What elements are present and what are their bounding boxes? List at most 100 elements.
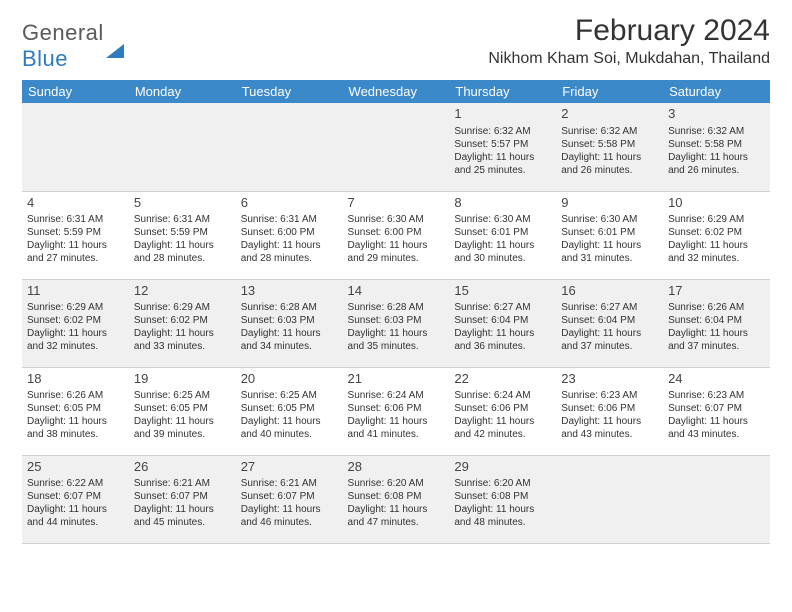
day-number: 23 [561, 371, 658, 388]
day-detail: Sunrise: 6:29 AM [134, 301, 231, 314]
day-detail: Daylight: 11 hours [454, 503, 551, 516]
calendar-cell: 22Sunrise: 6:24 AMSunset: 6:06 PMDayligh… [449, 367, 556, 455]
day-header: Wednesday [343, 80, 450, 103]
day-detail: and 38 minutes. [27, 428, 124, 441]
day-detail: Daylight: 11 hours [241, 239, 338, 252]
day-detail: and 26 minutes. [561, 164, 658, 177]
day-detail: and 42 minutes. [454, 428, 551, 441]
day-detail: and 41 minutes. [348, 428, 445, 441]
day-detail: Sunrise: 6:26 AM [668, 301, 765, 314]
calendar-cell [22, 103, 129, 191]
calendar-cell: 4Sunrise: 6:31 AMSunset: 5:59 PMDaylight… [22, 191, 129, 279]
day-number: 25 [27, 459, 124, 476]
day-detail: Sunset: 6:00 PM [241, 226, 338, 239]
day-detail: Sunset: 6:07 PM [134, 490, 231, 503]
day-detail: and 43 minutes. [561, 428, 658, 441]
day-detail: Daylight: 11 hours [27, 415, 124, 428]
day-detail: and 47 minutes. [348, 516, 445, 529]
day-number: 2 [561, 106, 658, 123]
day-detail: Sunrise: 6:23 AM [561, 389, 658, 402]
day-detail: Sunrise: 6:30 AM [348, 213, 445, 226]
calendar-cell: 17Sunrise: 6:26 AMSunset: 6:04 PMDayligh… [663, 279, 770, 367]
day-detail: and 27 minutes. [27, 252, 124, 265]
day-detail: Sunset: 5:57 PM [454, 138, 551, 151]
day-detail: Daylight: 11 hours [668, 415, 765, 428]
day-detail: Daylight: 11 hours [134, 327, 231, 340]
calendar-cell [556, 455, 663, 543]
header: General Blue February 2024 Nikhom Kham S… [22, 14, 770, 72]
day-detail: Sunset: 6:04 PM [454, 314, 551, 327]
day-header: Saturday [663, 80, 770, 103]
day-detail: Sunrise: 6:25 AM [134, 389, 231, 402]
day-detail: Daylight: 11 hours [454, 151, 551, 164]
day-detail: Daylight: 11 hours [668, 239, 765, 252]
day-detail: Daylight: 11 hours [668, 327, 765, 340]
day-detail: Sunrise: 6:28 AM [348, 301, 445, 314]
calendar-cell: 9Sunrise: 6:30 AMSunset: 6:01 PMDaylight… [556, 191, 663, 279]
calendar-week: 1Sunrise: 6:32 AMSunset: 5:57 PMDaylight… [22, 103, 770, 191]
day-detail: and 40 minutes. [241, 428, 338, 441]
calendar-week: 11Sunrise: 6:29 AMSunset: 6:02 PMDayligh… [22, 279, 770, 367]
day-number: 14 [348, 283, 445, 300]
day-detail: Daylight: 11 hours [27, 327, 124, 340]
day-number: 18 [27, 371, 124, 388]
logo-text-bottom: Blue [22, 46, 68, 71]
day-detail: and 25 minutes. [454, 164, 551, 177]
day-number: 10 [668, 195, 765, 212]
day-detail: Sunset: 6:08 PM [454, 490, 551, 503]
day-detail: Sunset: 6:00 PM [348, 226, 445, 239]
calendar-cell: 12Sunrise: 6:29 AMSunset: 6:02 PMDayligh… [129, 279, 236, 367]
day-detail: and 26 minutes. [668, 164, 765, 177]
day-detail: Sunset: 6:01 PM [561, 226, 658, 239]
day-detail: Sunrise: 6:24 AM [454, 389, 551, 402]
day-detail: Sunrise: 6:27 AM [454, 301, 551, 314]
day-detail: Sunrise: 6:32 AM [454, 125, 551, 138]
day-detail: Sunset: 6:06 PM [348, 402, 445, 415]
day-header: Sunday [22, 80, 129, 103]
day-number: 13 [241, 283, 338, 300]
calendar-cell: 29Sunrise: 6:20 AMSunset: 6:08 PMDayligh… [449, 455, 556, 543]
day-detail: Sunset: 6:02 PM [27, 314, 124, 327]
day-number: 9 [561, 195, 658, 212]
calendar-cell: 7Sunrise: 6:30 AMSunset: 6:00 PMDaylight… [343, 191, 450, 279]
day-detail: Sunset: 5:59 PM [27, 226, 124, 239]
day-detail: Sunset: 6:05 PM [241, 402, 338, 415]
day-detail: Sunrise: 6:32 AM [668, 125, 765, 138]
day-detail: and 31 minutes. [561, 252, 658, 265]
day-detail: Sunrise: 6:20 AM [454, 477, 551, 490]
day-header: Monday [129, 80, 236, 103]
calendar-cell: 10Sunrise: 6:29 AMSunset: 6:02 PMDayligh… [663, 191, 770, 279]
day-number: 1 [454, 106, 551, 123]
location: Nikhom Kham Soi, Mukdahan, Thailand [488, 50, 770, 68]
day-detail: Sunrise: 6:27 AM [561, 301, 658, 314]
day-detail: Sunset: 5:59 PM [134, 226, 231, 239]
day-detail: Sunset: 6:07 PM [27, 490, 124, 503]
calendar-cell: 3Sunrise: 6:32 AMSunset: 5:58 PMDaylight… [663, 103, 770, 191]
day-detail: and 33 minutes. [134, 340, 231, 353]
title-block: February 2024 Nikhom Kham Soi, Mukdahan,… [488, 14, 770, 68]
day-detail: Sunrise: 6:30 AM [454, 213, 551, 226]
day-detail: Sunrise: 6:31 AM [134, 213, 231, 226]
day-detail: and 34 minutes. [241, 340, 338, 353]
day-detail: Sunrise: 6:30 AM [561, 213, 658, 226]
day-number: 6 [241, 195, 338, 212]
calendar-cell: 28Sunrise: 6:20 AMSunset: 6:08 PMDayligh… [343, 455, 450, 543]
calendar-cell: 27Sunrise: 6:21 AMSunset: 6:07 PMDayligh… [236, 455, 343, 543]
day-header: Thursday [449, 80, 556, 103]
day-detail: Sunrise: 6:22 AM [27, 477, 124, 490]
day-detail: Daylight: 11 hours [561, 327, 658, 340]
day-detail: Sunset: 6:07 PM [241, 490, 338, 503]
day-detail: and 35 minutes. [348, 340, 445, 353]
day-detail: Sunset: 6:03 PM [348, 314, 445, 327]
day-detail: and 30 minutes. [454, 252, 551, 265]
day-detail: Sunset: 6:07 PM [668, 402, 765, 415]
calendar-cell: 25Sunrise: 6:22 AMSunset: 6:07 PMDayligh… [22, 455, 129, 543]
calendar-cell: 11Sunrise: 6:29 AMSunset: 6:02 PMDayligh… [22, 279, 129, 367]
day-number: 12 [134, 283, 231, 300]
calendar-cell: 1 Sunrise: 6:32 AMSunset: 5:57 PMDaylight… [449, 103, 556, 191]
day-detail: Daylight: 11 hours [561, 151, 658, 164]
calendar-cell [663, 455, 770, 543]
day-detail: and 32 minutes. [27, 340, 124, 353]
calendar-page: General Blue February 2024 Nikhom Kham S… [0, 0, 792, 544]
day-detail: Sunset: 6:01 PM [454, 226, 551, 239]
